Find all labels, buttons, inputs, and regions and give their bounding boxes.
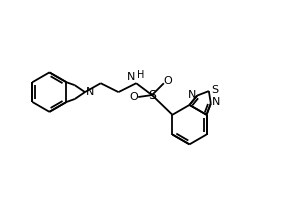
Text: N: N <box>212 97 220 107</box>
Text: S: S <box>148 89 156 102</box>
Text: O: O <box>164 76 172 86</box>
Text: N: N <box>86 87 94 97</box>
Text: H: H <box>137 70 145 80</box>
Text: N: N <box>127 72 135 82</box>
Text: N: N <box>188 90 196 100</box>
Text: S: S <box>211 85 218 95</box>
Text: O: O <box>129 92 138 102</box>
